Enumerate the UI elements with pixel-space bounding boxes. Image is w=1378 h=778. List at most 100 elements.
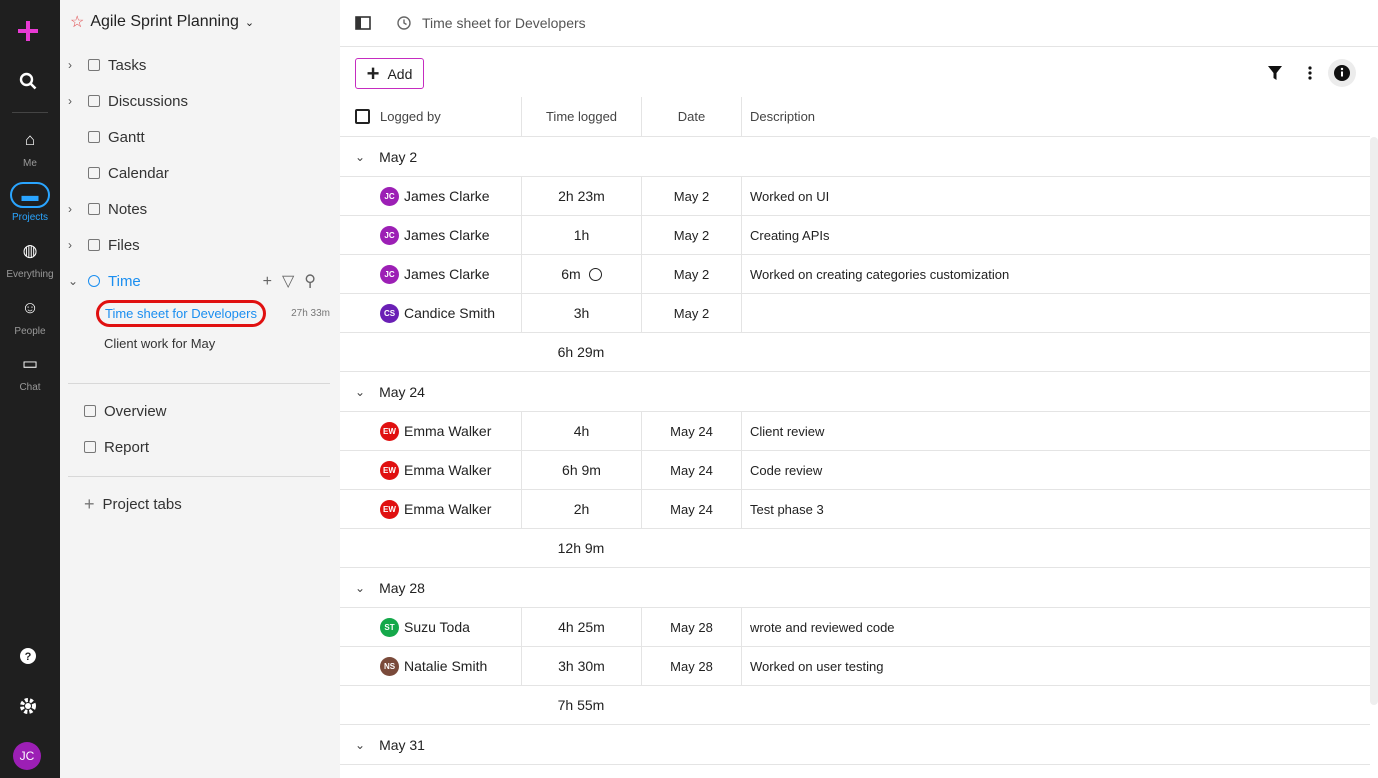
date: May 28 (641, 647, 741, 685)
nav-label: Files (108, 236, 140, 254)
group-row[interactable]: ⌄ May 28 (340, 568, 1370, 608)
create-icon[interactable] (16, 19, 40, 43)
rail-label: Me (23, 158, 37, 169)
settings-icon[interactable] (19, 697, 37, 715)
entry-row[interactable]: JC James Clarke 6m May 2 Worked on creating … (340, 255, 1370, 294)
user-name: Suzu Toda (404, 619, 470, 635)
date: May 24 (641, 451, 741, 489)
nav-item[interactable]: ⌄ Time +▽⚲ (60, 263, 340, 299)
column-label: Time logged (545, 109, 618, 124)
avatar: JC (380, 186, 399, 206)
search-icon[interactable] (19, 72, 37, 90)
avatar: JC (380, 264, 399, 284)
rail-item[interactable]: ▭ Chat (0, 352, 60, 393)
avatar: EW (380, 499, 399, 519)
project-tabs[interactable]: + Project tabs (84, 493, 182, 514)
group-row[interactable]: ⌄ May 2 (340, 137, 1370, 177)
time-sheet-name: Client work for May (104, 335, 216, 351)
nav-item[interactable]: Overview (60, 393, 340, 429)
group-row[interactable]: ⌄ May 24 (340, 372, 1370, 412)
date-value: May 28 (670, 619, 713, 635)
group-total: 6h 29m (557, 344, 605, 360)
date-value: May 24 (670, 462, 713, 478)
group-title: May 28 (379, 579, 425, 596)
rail-label: People (14, 326, 46, 337)
group-title: May 31 (379, 736, 425, 753)
nav-item[interactable]: › Discussions (60, 83, 340, 119)
entry-row[interactable]: JC James Clarke 1h May 2 Creating APIs (340, 216, 1370, 255)
nav-icon (88, 239, 100, 251)
logged-by: JC James Clarke (340, 216, 521, 254)
avatar: NS (380, 656, 399, 676)
nav-icon (88, 167, 100, 179)
time-value: 4h 25m (558, 619, 605, 635)
rail-item[interactable]: ☺ People (0, 296, 60, 337)
column-header[interactable]: Description (741, 97, 1370, 136)
column-header[interactable]: Logged by (340, 97, 521, 136)
more-icon[interactable] (1307, 65, 1313, 81)
star-icon[interactable]: ☆ (70, 14, 85, 31)
filter-icon[interactable] (1267, 65, 1283, 81)
nav-item[interactable]: › Tasks (60, 47, 340, 83)
time-logged: 4h (521, 412, 641, 450)
time-tools: +▽⚲ (262, 273, 326, 290)
nav-item[interactable]: › Notes (60, 191, 340, 227)
time-logged: 6m (521, 255, 641, 293)
nav-item[interactable]: Report (60, 429, 340, 465)
entry-row[interactable]: NS Natalie Smith 3h 30m May 28 Worked on use… (340, 647, 1370, 686)
nav-icon (88, 131, 100, 143)
total-cell: 12h 9m (521, 540, 641, 556)
column-header[interactable]: Time logged (521, 97, 641, 136)
description: Client review (741, 412, 1370, 450)
collapse-icon: ⌄ (355, 384, 366, 399)
entry-row[interactable]: EW Emma Walker 4h May 24 Client review (340, 412, 1370, 451)
rail-item[interactable]: ⌂ Me (0, 128, 60, 169)
rail-icon: ☺ (21, 298, 39, 317)
nav-item[interactable]: Gantt (60, 119, 340, 155)
description-text: Creating APIs (750, 227, 830, 243)
timer-icon (588, 267, 602, 281)
info-icon[interactable] (1328, 59, 1356, 87)
project-header[interactable]: ☆ Agile Sprint Planning ⌄ (70, 13, 255, 31)
group-row[interactable]: ⌄ May 31 (340, 725, 1370, 765)
time-sheet[interactable]: Client work for May (60, 325, 340, 361)
entry-row[interactable]: CS Candice Smith 3h May 2 (340, 294, 1370, 333)
date-value: May 24 (670, 423, 713, 439)
time-logged: 3h 30m (521, 647, 641, 685)
description-text: Worked on user testing (750, 658, 884, 674)
collapse-icon: ⌄ (355, 149, 366, 164)
entry-row[interactable]: EW Emma Walker 2h May 24 Test phase 3 (340, 490, 1370, 529)
toggle-sidebar[interactable] (355, 16, 371, 30)
logged-by: CS Candice Smith (340, 294, 521, 332)
date: May 24 (641, 490, 741, 528)
select-all[interactable] (355, 109, 370, 124)
rail-icon: ⌂ (24, 130, 36, 149)
nav-icon (84, 441, 96, 453)
rail-item[interactable]: ◍ Everything (0, 239, 60, 280)
column-header[interactable]: Date (641, 97, 741, 136)
date: May 2 (641, 294, 741, 332)
user-avatar[interactable]: JC (13, 742, 41, 770)
nav-item[interactable]: › Files (60, 227, 340, 263)
nav-item[interactable]: Calendar (60, 155, 340, 191)
user-name: Emma Walker (404, 423, 492, 439)
scrollbar (1370, 137, 1378, 705)
time-value: 2h 23m (558, 188, 605, 204)
add-button[interactable]: + Add (355, 58, 424, 89)
entry-row[interactable]: EW Emma Walker 6h 9m May 24 Code review (340, 451, 1370, 490)
date: May 28 (641, 608, 741, 646)
entry-row[interactable]: ST Suzu Toda 4h 25m May 28 wrote and reviewe… (340, 608, 1370, 647)
help-icon[interactable]: ? (19, 647, 37, 665)
total-cell: 6h 29m (521, 344, 641, 360)
entry-row[interactable]: JC James Clarke 2h 23m May 2 Worked on UI (340, 177, 1370, 216)
nav-label: Time (108, 272, 141, 290)
time-value: 3h (573, 305, 590, 321)
time-sheet[interactable]: Time sheet for Developers 27h 33m (60, 295, 340, 331)
rail-item[interactable]: ▬ Projects (0, 182, 60, 223)
chevron: › (68, 58, 72, 72)
sidebar: ☆ Agile Sprint Planning ⌄ + Project tabs … (60, 0, 340, 778)
nav-label: Report (104, 438, 150, 456)
main: Time sheet for Developers + Add Logged by… (340, 0, 1378, 778)
time-sheet-total: 27h 33m (291, 307, 330, 319)
user-name: Emma Walker (404, 462, 492, 478)
